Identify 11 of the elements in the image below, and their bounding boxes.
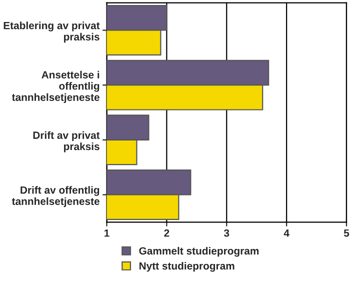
y-tick-label: Drift av privat praksis	[33, 131, 100, 152]
legend-label: Nytt studieprogram	[139, 262, 234, 272]
x-tick-label: 2	[164, 229, 170, 237]
x-tick-label: 1	[104, 229, 110, 237]
y-tick-label: Drift av offentlig tannhelsetjeneste	[12, 186, 100, 208]
y-tick-label: Etablering av privat praksis	[4, 22, 100, 43]
x-tick-label: 5	[344, 229, 350, 237]
legend-label: Gammelt studieprogram	[139, 246, 259, 257]
x-tick-label: 3	[224, 229, 230, 237]
y-tick-label: Ansettelse i offentlig tannhelsetjeneste	[12, 70, 100, 104]
x-tick-label: 4	[284, 229, 290, 237]
